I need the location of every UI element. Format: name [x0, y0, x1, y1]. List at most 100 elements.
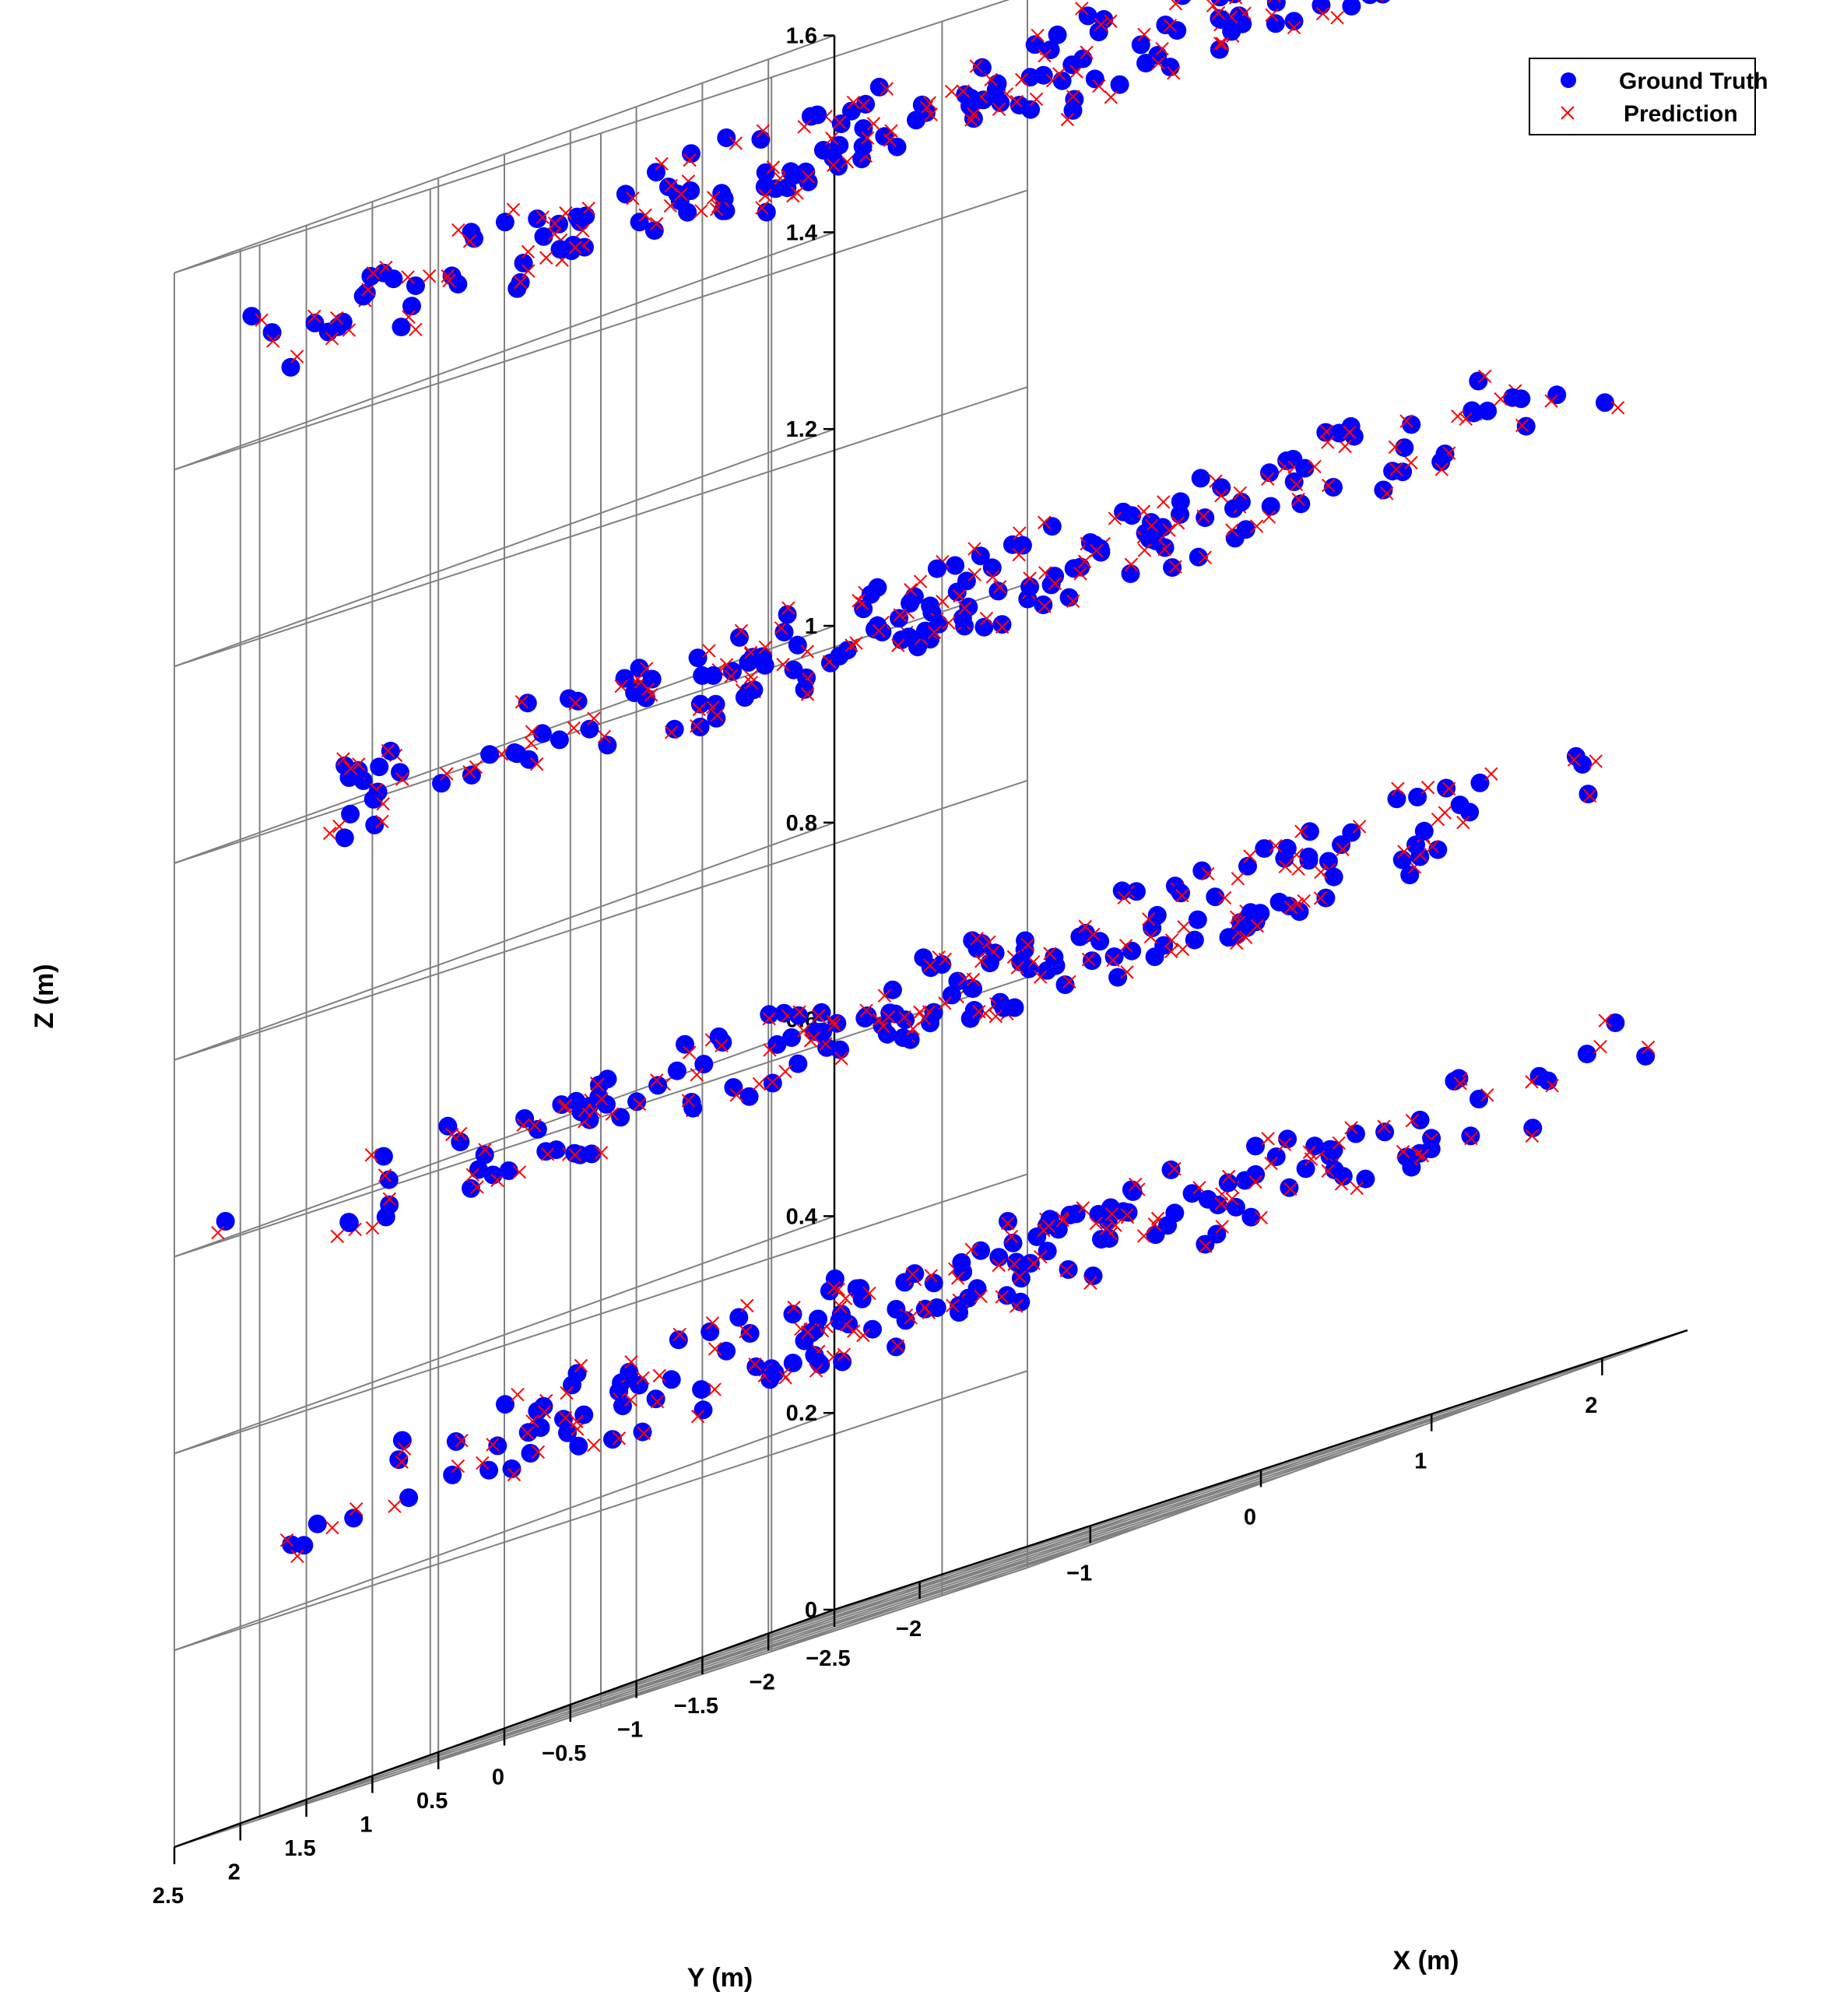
- prediction-point: [1291, 862, 1305, 876]
- ground-truth-point: [402, 297, 421, 316]
- ground-truth-point: [1277, 838, 1297, 858]
- ground-truth-point: [550, 730, 569, 750]
- prediction-point: [1104, 90, 1118, 104]
- ground-truth-point: [381, 741, 400, 760]
- ground-truth-point: [646, 1389, 665, 1409]
- ground-truth-point: [861, 585, 880, 604]
- ground-truth-point: [676, 1034, 694, 1054]
- ground-truth-point: [534, 227, 553, 246]
- ground-truth-point: [907, 111, 925, 130]
- prediction-point: [796, 1024, 811, 1038]
- wall-x-gridline-horizontal: [174, 1412, 835, 1652]
- prediction-point: [1336, 842, 1350, 857]
- ground-truth-point: [1246, 1164, 1266, 1184]
- prediction-point: [1136, 1229, 1151, 1243]
- prediction-point: [1404, 455, 1418, 470]
- ground-truth-point: [1222, 22, 1241, 41]
- legend-ground-truth-marker: [1561, 72, 1576, 88]
- floor-gridline-y: [372, 1495, 1226, 1777]
- prediction-point: [801, 1325, 815, 1340]
- prediction-point: [476, 1456, 490, 1470]
- ground-truth-point: [997, 1286, 1017, 1305]
- prediction-point: [1033, 970, 1048, 984]
- prediction-point: [856, 1328, 870, 1343]
- ground-truth-point: [809, 1352, 828, 1372]
- ground-truth-point: [567, 1091, 586, 1111]
- ground-truth-point: [831, 1305, 851, 1324]
- prediction-point: [376, 796, 390, 811]
- prediction-point: [1334, 1177, 1349, 1191]
- legend-prediction-label: Prediction: [1624, 101, 1738, 127]
- prediction-point: [547, 216, 562, 230]
- prediction-point: [1066, 594, 1080, 609]
- prediction-point: [626, 191, 640, 205]
- prediction-point: [595, 1092, 609, 1106]
- ground-truth-point: [905, 1264, 925, 1284]
- prediction-point: [1459, 412, 1473, 427]
- prediction-point: [710, 708, 724, 722]
- floor-gridline-y: [240, 1543, 1094, 1825]
- ground-truth-point: [1136, 54, 1156, 73]
- ground-truth-point: [989, 1248, 1009, 1267]
- ground-truth-point: [971, 1241, 990, 1260]
- ground-truth-point: [1402, 415, 1421, 434]
- prediction-point: [683, 153, 697, 167]
- prediction-point: [365, 1220, 380, 1235]
- prediction-point: [1129, 1177, 1143, 1192]
- ground-truth-point: [964, 1000, 984, 1020]
- legend: Ground Truth Prediction: [1529, 58, 1768, 135]
- prediction-point: [649, 216, 664, 231]
- x-tick-label: 2: [1585, 1393, 1597, 1418]
- ground-truth-point: [1083, 951, 1101, 971]
- prediction-point: [840, 155, 855, 169]
- prediction-point: [330, 311, 344, 325]
- wall-y-gridline-horizontal: [174, 0, 1010, 274]
- ground-truth-point: [1596, 393, 1614, 413]
- prediction-point: [352, 757, 366, 771]
- prediction-point: [906, 1022, 920, 1036]
- ground-truth-point: [1226, 1197, 1245, 1217]
- wall-x-gridline-horizontal: [174, 231, 835, 471]
- prediction-point: [395, 772, 409, 786]
- ground-truth-point: [863, 1319, 882, 1339]
- prediction-point: [1094, 17, 1108, 32]
- ground-truth-point: [927, 1298, 946, 1317]
- y-tick-label: 0: [492, 1765, 504, 1790]
- prediction-point: [462, 234, 477, 248]
- ground-truth-point: [688, 648, 708, 668]
- ground-truth-point: [392, 1431, 412, 1450]
- prediction-point: [1000, 1216, 1015, 1231]
- ground-truth-point: [519, 750, 539, 769]
- wall-y-gridline-horizontal: [174, 1567, 1028, 1848]
- ground-truth-point: [788, 1054, 808, 1073]
- prediction-point: [594, 1146, 609, 1160]
- z-tick-label: 0.8: [786, 811, 817, 836]
- ground-truth-point: [690, 694, 710, 714]
- ground-truth-point: [550, 214, 568, 234]
- ground-truth-point: [1437, 778, 1456, 798]
- z-tick-label: 1: [805, 614, 817, 639]
- prediction-point: [809, 1364, 823, 1378]
- prediction-point: [1099, 1221, 1114, 1235]
- ground-truth-point: [1188, 910, 1207, 929]
- y-tick-label: −2: [750, 1670, 775, 1695]
- ground-truth-point: [927, 559, 946, 578]
- prediction-point: [558, 1410, 573, 1425]
- prediction-point: [825, 132, 839, 146]
- prediction-point: [979, 611, 994, 626]
- prediction-point: [1330, 10, 1344, 25]
- ground-truth-point: [1016, 931, 1035, 950]
- prediction-point: [1262, 510, 1276, 524]
- ground-truth-point: [1636, 1046, 1656, 1066]
- ground-truth-point: [1516, 416, 1536, 436]
- ground-truth-point: [1040, 1210, 1059, 1229]
- prediction-point: [905, 1267, 920, 1282]
- prediction-point: [834, 1300, 848, 1314]
- ground-truth-point: [1041, 575, 1061, 595]
- prediction-point: [1261, 1132, 1275, 1146]
- prediction-point: [729, 136, 743, 150]
- ground-truth-point: [1255, 839, 1274, 859]
- wall-y-gridline-horizontal: [174, 1173, 1028, 1455]
- prediction-point: [852, 594, 866, 608]
- prediction-point: [1104, 14, 1118, 28]
